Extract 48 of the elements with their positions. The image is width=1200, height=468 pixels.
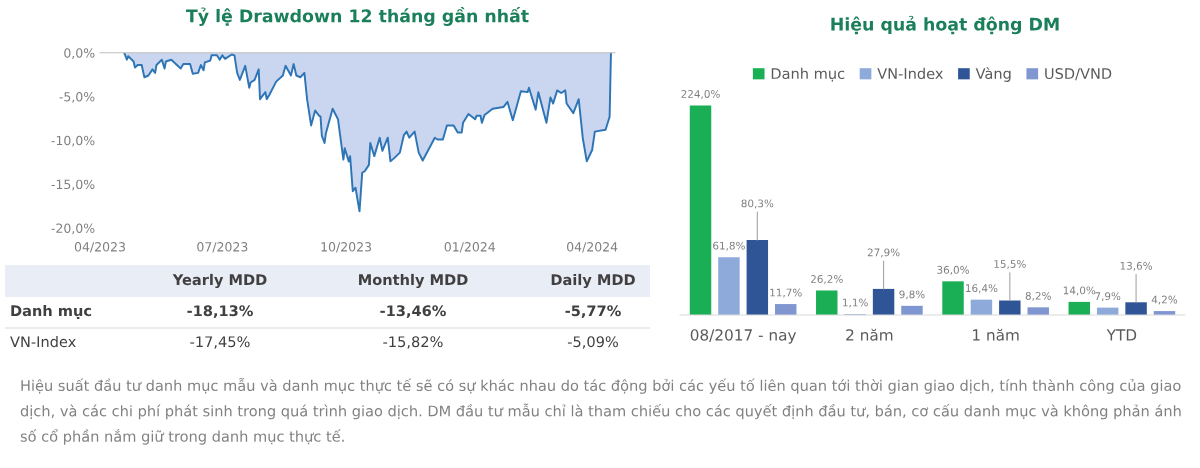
data-label: 224,0% bbox=[681, 90, 720, 99]
chart-title: Tỷ lệ Drawdown 12 tháng gần nhất bbox=[185, 6, 529, 26]
x-tick-label: 2 năm bbox=[846, 328, 893, 341]
x-tick-label: YTD bbox=[1106, 329, 1137, 341]
category-label: Monthly MDD bbox=[359, 273, 468, 289]
text: -15,82% bbox=[383, 336, 443, 349]
x-tick-label: 04/2023 bbox=[74, 242, 125, 253]
legend-label: USD/VND bbox=[1045, 68, 1112, 81]
data-label: 36,0% bbox=[937, 265, 969, 275]
x-tick-label: 1 năm bbox=[973, 328, 1019, 341]
data-label: 9,8% bbox=[899, 290, 925, 300]
y-tick-label: -5,0% bbox=[59, 92, 95, 103]
legend-label: Danh mục bbox=[771, 67, 845, 82]
category-label: Yearly MDD bbox=[172, 273, 267, 289]
data-label: 7,9% bbox=[1095, 292, 1121, 302]
chart-title: Hiệu quả hoạt động DM bbox=[831, 15, 1059, 35]
x-tick-label: 01/2024 bbox=[444, 242, 496, 253]
data-label: 80,3% bbox=[741, 199, 774, 209]
data-label: 4,2% bbox=[1151, 295, 1178, 305]
text: -5,77% bbox=[565, 305, 621, 319]
y-tick-label: -20,0% bbox=[51, 223, 95, 235]
text: -17,45% bbox=[190, 336, 250, 349]
y-tick-label: -10,0% bbox=[51, 135, 95, 147]
legend-label: VN-Index bbox=[877, 67, 944, 80]
category-label: Danh mục bbox=[11, 304, 92, 320]
data-label: 61,8% bbox=[713, 241, 745, 251]
text: -5,09% bbox=[567, 336, 618, 349]
data-label: 16,4% bbox=[966, 284, 998, 294]
data-label: 13,6% bbox=[1120, 261, 1153, 271]
legend-label: Vàng bbox=[975, 67, 1011, 82]
x-tick-label: 08/2017 - nay bbox=[690, 329, 797, 344]
data-label: 14,0% bbox=[1063, 286, 1096, 296]
data-label: 8,2% bbox=[1025, 291, 1051, 301]
x-tick-label: 10/2023 bbox=[321, 242, 372, 253]
data-label: 27,9% bbox=[867, 248, 900, 258]
data-label: 1,1% bbox=[843, 298, 868, 308]
text: -18,13% bbox=[187, 305, 253, 319]
data-label: 26,2% bbox=[810, 275, 843, 284]
data-label: 15,5% bbox=[994, 260, 1026, 269]
category-label: Daily MDD bbox=[551, 273, 635, 289]
x-tick-label: 04/2024 bbox=[567, 242, 618, 253]
y-tick-label: 0,0% bbox=[64, 48, 95, 59]
y-tick-label: -15,0% bbox=[51, 179, 95, 191]
x-tick-label: 07/2023 bbox=[197, 242, 248, 253]
text: -13,46% bbox=[380, 305, 446, 319]
text: Hiệu suất đầu tư danh mục mẫu và danh mục thực tế sẽ có sự khác nhau do tác động bởi các yếu tố liên quan tới thời gian giao dịch, tính thành công của giao dịch, và các chi phí phát sinh trong quá trình giao dịch. DM đầu tư mẫu chỉ là tham chiếu cho các quyết định đầu tư, bán, cơ cấu danh mục và không phản ánh số cổ phần nắm giữ trong danh mục thực tế. bbox=[20, 378, 1181, 445]
data-label: 11,7% bbox=[770, 288, 802, 298]
category-label: VN-Index bbox=[10, 335, 76, 348]
